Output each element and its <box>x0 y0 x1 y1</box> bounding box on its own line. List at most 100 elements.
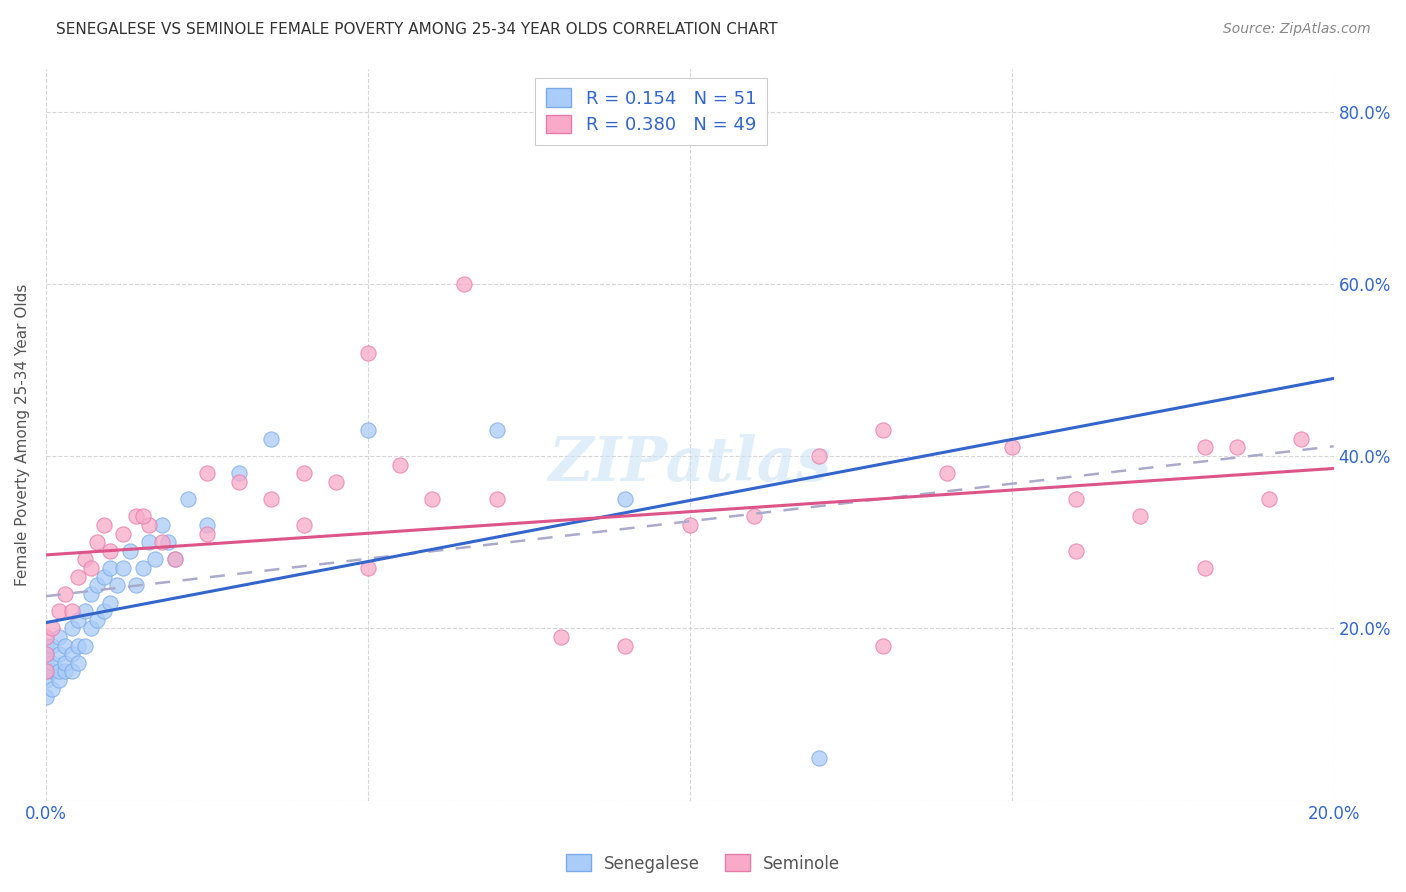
Point <box>48 665 70 679</box>
Point <box>86 613 108 627</box>
Point <box>679 518 702 533</box>
Text: SENEGALESE VS SEMINOLE FEMALE POVERTY AMONG 25-34 YEAR OLDS CORRELATION CHART: SENEGALESE VS SEMINOLE FEMALE POVERTY AM… <box>56 22 778 37</box>
Point <box>80 621 103 635</box>
Point <box>53 665 76 679</box>
Point <box>614 492 637 507</box>
Point <box>73 604 96 618</box>
Point <box>35 647 58 661</box>
Point <box>53 587 76 601</box>
Point <box>35 656 58 670</box>
Point <box>93 604 115 618</box>
Point <box>195 467 218 481</box>
Point <box>138 518 160 533</box>
Point <box>35 665 58 679</box>
Point <box>118 544 141 558</box>
Point <box>1194 441 1216 455</box>
Point <box>41 681 63 696</box>
Point <box>125 509 148 524</box>
Point <box>35 639 58 653</box>
Legend: Senegalese, Seminole: Senegalese, Seminole <box>560 847 846 880</box>
Point <box>53 656 76 670</box>
Point <box>67 656 90 670</box>
Point <box>86 535 108 549</box>
Point <box>1291 432 1313 446</box>
Point <box>35 690 58 705</box>
Point <box>60 604 83 618</box>
Point <box>48 630 70 644</box>
Point <box>35 665 58 679</box>
Point <box>60 647 83 661</box>
Point <box>742 509 765 524</box>
Point <box>98 561 121 575</box>
Point <box>41 665 63 679</box>
Y-axis label: Female Poverty Among 25-34 Year Olds: Female Poverty Among 25-34 Year Olds <box>15 284 30 586</box>
Point <box>389 458 412 472</box>
Point <box>453 277 475 291</box>
Point <box>67 570 90 584</box>
Point <box>872 423 894 437</box>
Point <box>228 475 250 489</box>
Point <box>872 639 894 653</box>
Point <box>1064 544 1087 558</box>
Point <box>125 578 148 592</box>
Point <box>35 630 58 644</box>
Point <box>1258 492 1281 507</box>
Point <box>131 509 153 524</box>
Point <box>163 552 186 566</box>
Point <box>150 518 173 533</box>
Point <box>1129 509 1152 524</box>
Point <box>357 561 380 575</box>
Point <box>807 449 830 463</box>
Point <box>1226 441 1249 455</box>
Point <box>614 639 637 653</box>
Point <box>93 570 115 584</box>
Point <box>163 552 186 566</box>
Point <box>150 535 173 549</box>
Point <box>98 595 121 609</box>
Point <box>48 604 70 618</box>
Point <box>195 518 218 533</box>
Point <box>176 492 198 507</box>
Point <box>260 492 283 507</box>
Point <box>157 535 180 549</box>
Point <box>93 518 115 533</box>
Point <box>138 535 160 549</box>
Point <box>48 673 70 687</box>
Point <box>807 750 830 764</box>
Point <box>73 639 96 653</box>
Point <box>53 639 76 653</box>
Point <box>550 630 572 644</box>
Point <box>60 621 83 635</box>
Point <box>1001 441 1024 455</box>
Point <box>292 518 315 533</box>
Point <box>41 621 63 635</box>
Point <box>105 578 128 592</box>
Point <box>485 423 508 437</box>
Point <box>35 647 58 661</box>
Point <box>485 492 508 507</box>
Point <box>1194 561 1216 575</box>
Point <box>357 423 380 437</box>
Point <box>145 552 167 566</box>
Point <box>48 647 70 661</box>
Point <box>73 552 96 566</box>
Point <box>41 656 63 670</box>
Point <box>80 561 103 575</box>
Point <box>86 578 108 592</box>
Point <box>98 544 121 558</box>
Point <box>131 561 153 575</box>
Point <box>41 639 63 653</box>
Point <box>420 492 443 507</box>
Point <box>112 561 135 575</box>
Point <box>357 345 380 359</box>
Point <box>67 639 90 653</box>
Point <box>67 613 90 627</box>
Point <box>1064 492 1087 507</box>
Point <box>80 587 103 601</box>
Text: Source: ZipAtlas.com: Source: ZipAtlas.com <box>1223 22 1371 37</box>
Text: ZIPatlas: ZIPatlas <box>548 434 831 494</box>
Point <box>325 475 347 489</box>
Legend: R = 0.154   N = 51, R = 0.380   N = 49: R = 0.154 N = 51, R = 0.380 N = 49 <box>536 78 768 145</box>
Point <box>195 526 218 541</box>
Point <box>112 526 135 541</box>
